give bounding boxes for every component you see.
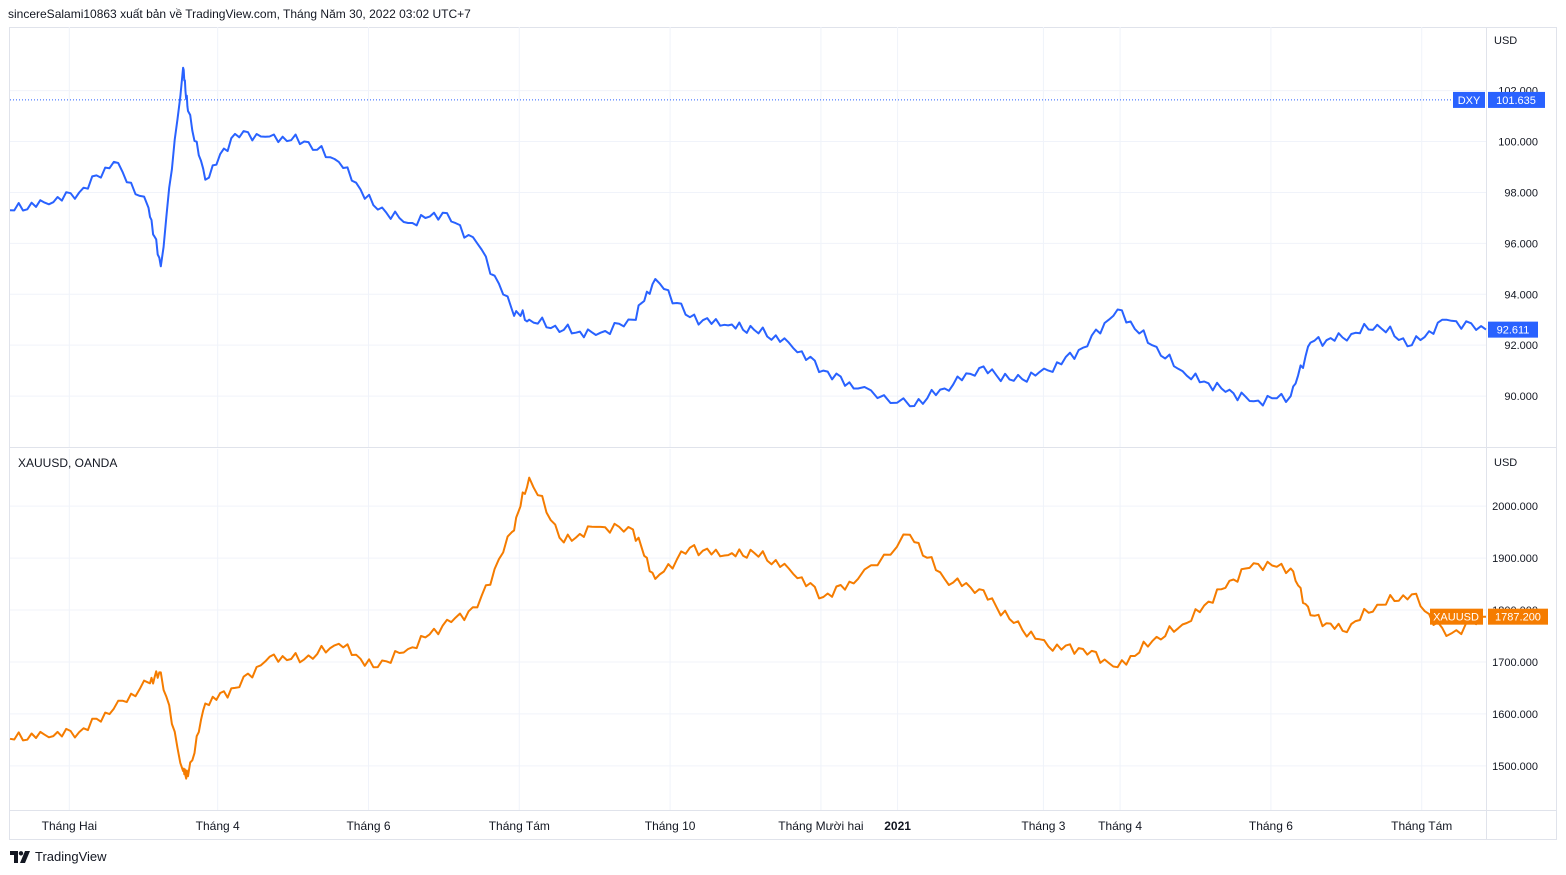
dxy-line — [9, 66, 1487, 408]
price-axis-tick: 2000.000 — [1492, 501, 1538, 513]
price-axis-tick: 1700.000 — [1492, 657, 1538, 669]
series-name-label: DXY — [1458, 95, 1481, 107]
last-value-badge — [1488, 608, 1548, 625]
time-axis-label: Tháng Mười hai — [778, 819, 863, 833]
axis-currency-label: USD — [1494, 35, 1517, 47]
time-axis-label: Tháng Tám — [489, 819, 550, 833]
xauusd-line — [9, 476, 1486, 780]
price-axis-tick: 1600.000 — [1492, 709, 1538, 721]
price-axis-tick: 96.000 — [1504, 238, 1538, 250]
current-value-badge — [1488, 321, 1538, 338]
price-axis-tick: 98.000 — [1504, 187, 1538, 199]
time-axis-label: Tháng 4 — [196, 819, 240, 833]
last-value-badge — [1488, 91, 1545, 108]
tradingview-logo-icon — [10, 850, 30, 863]
price-axis-tick: 92.000 — [1504, 340, 1538, 352]
time-axis-label: Tháng 6 — [346, 819, 390, 833]
chart-header: sincereSalami10863 xuất bản về TradingVi… — [8, 7, 471, 21]
price-axis-tick: 100.000 — [1498, 137, 1538, 149]
axis-currency-label: USD — [1494, 457, 1517, 469]
price-axis-tick: 1900.000 — [1492, 553, 1538, 565]
time-axis-label: 2021 — [884, 819, 911, 833]
vertical-grid — [68, 27, 1423, 810]
series-name-label: XAUUSD — [1433, 612, 1479, 624]
time-axis-label: Tháng Tám — [1391, 819, 1452, 833]
time-axis-label: Tháng Hai — [42, 819, 97, 833]
tradingview-brand: TradingView — [35, 849, 107, 864]
price-axis-tick: 90.000 — [1504, 391, 1538, 403]
time-axis-label: Tháng 6 — [1249, 819, 1293, 833]
series-name-badge — [1453, 91, 1485, 108]
time-axis-label: Tháng 4 — [1098, 819, 1142, 833]
price-axis-tick: 94.000 — [1504, 289, 1538, 301]
current-value-label: 92.611 — [1497, 325, 1530, 337]
time-axis-label: Tháng 10 — [645, 819, 696, 833]
chart-frame — [9, 27, 1557, 840]
dxy-pane[interactable]: 90.00092.00094.00096.00098.000100.000102… — [9, 35, 1545, 408]
xauusd-pane[interactable]: 1500.0001600.0001700.0001800.0001900.000… — [9, 456, 1548, 780]
last-value-label: 1787.200 — [1495, 612, 1541, 624]
last-value-label: 101.635 — [1496, 95, 1536, 107]
price-axis-tick: 1500.000 — [1492, 761, 1538, 773]
footer[interactable]: TradingView — [10, 849, 107, 864]
time-axis-label: Tháng 3 — [1021, 819, 1065, 833]
pane-title: XAUUSD, OANDA — [18, 456, 117, 470]
series-name-badge — [1430, 608, 1483, 625]
